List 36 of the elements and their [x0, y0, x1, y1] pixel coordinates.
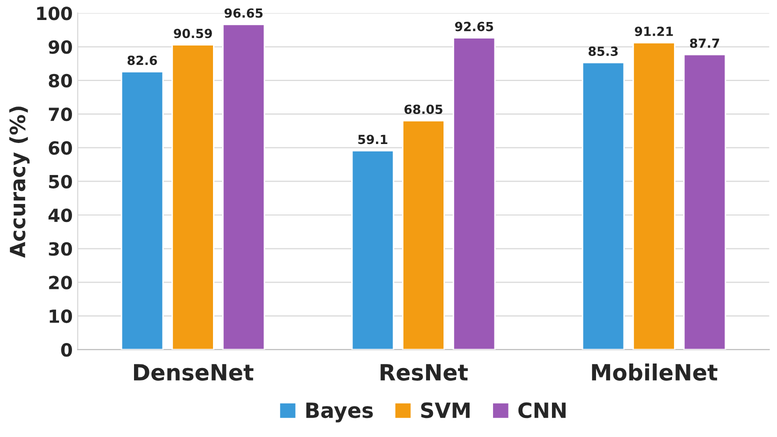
legend-label: SVM: [421, 402, 470, 418]
y-tick-label: 90: [48, 40, 72, 54]
legend-label: Bayes: [306, 402, 373, 422]
y-tick-label: 70: [48, 108, 72, 122]
y-tick-label: 80: [48, 74, 72, 88]
y-tick-label: 20: [49, 276, 72, 290]
bar: [172, 44, 214, 350]
x-tick-label: DenseNet: [134, 364, 254, 381]
y-tick-label: 30: [48, 242, 72, 256]
bar: [683, 54, 726, 350]
bar: [632, 42, 676, 350]
data-label: 87.7: [690, 38, 720, 48]
data-label: 96.65: [224, 8, 263, 18]
y-tick-label: 60: [48, 141, 72, 155]
y-tick-label: 0: [61, 343, 72, 357]
x-tick-label: ResNet: [380, 364, 468, 381]
legend-label: CNN: [518, 402, 566, 418]
data-label: 59.1: [358, 134, 388, 144]
y-tick-label: 10: [50, 309, 72, 324]
y-tick-label: 50: [49, 174, 72, 188]
y-axis-title: Accuracy (%): [9, 106, 30, 258]
data-label: 92.65: [455, 22, 494, 32]
y-tick-label: 40: [48, 208, 72, 222]
bar: [402, 120, 445, 350]
data-label: 91.21: [634, 26, 673, 36]
y-tick-label: 100: [37, 6, 72, 20]
bar: [452, 37, 496, 350]
bar: [351, 150, 394, 350]
data-label: 90.59: [174, 28, 212, 38]
x-tick-label: MobileNet: [592, 363, 718, 381]
bar: [222, 24, 266, 350]
bar: [582, 62, 625, 350]
data-label: 82.6: [128, 56, 157, 66]
data-label: 68.05: [404, 104, 442, 114]
data-label: 85.3: [588, 46, 618, 56]
bar: [120, 70, 164, 350]
